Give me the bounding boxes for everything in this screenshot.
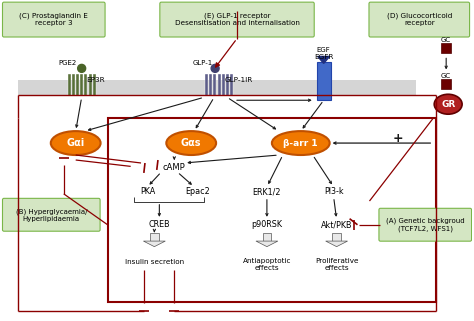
Bar <box>108 118 436 302</box>
Text: EP3R: EP3R <box>86 77 105 83</box>
Text: (C) Prostaglandin E
receptor 3: (C) Prostaglandin E receptor 3 <box>19 13 88 26</box>
Bar <box>68 74 71 96</box>
Bar <box>205 74 208 96</box>
Bar <box>213 74 217 96</box>
Bar <box>317 62 331 100</box>
Bar <box>332 233 341 241</box>
Text: GLP-1IR: GLP-1IR <box>225 77 253 83</box>
Text: Proliferative
effects: Proliferative effects <box>315 258 358 271</box>
Text: (B) Hyperglycaemia/
Hyperlipidaemia: (B) Hyperglycaemia/ Hyperlipidaemia <box>16 208 87 221</box>
Text: +: + <box>393 132 404 144</box>
Bar <box>441 43 451 53</box>
FancyBboxPatch shape <box>160 2 314 37</box>
Text: p90RSK: p90RSK <box>251 220 283 229</box>
Bar <box>93 74 96 96</box>
Polygon shape <box>256 241 278 247</box>
FancyBboxPatch shape <box>2 198 100 231</box>
Text: (D) Glucocorticoid
receptor: (D) Glucocorticoid receptor <box>387 13 452 26</box>
Bar <box>441 79 451 89</box>
Polygon shape <box>326 241 347 247</box>
Text: GC: GC <box>441 73 451 79</box>
Bar <box>150 233 159 241</box>
Text: PGE2: PGE2 <box>59 60 77 66</box>
Bar <box>72 74 75 96</box>
Ellipse shape <box>272 131 329 155</box>
Text: Akt/PKB: Akt/PKB <box>321 220 352 229</box>
Text: (A) Genetic backgroud
(TCF7L2, WFS1): (A) Genetic backgroud (TCF7L2, WFS1) <box>386 218 465 232</box>
Text: GLP-1: GLP-1 <box>193 60 213 66</box>
Text: Antiapoptotic
effects: Antiapoptotic effects <box>243 258 291 271</box>
Polygon shape <box>144 241 165 247</box>
Polygon shape <box>318 56 329 64</box>
FancyBboxPatch shape <box>379 208 472 241</box>
Bar <box>80 74 83 96</box>
Text: EGF: EGF <box>317 48 330 54</box>
Bar <box>263 233 271 241</box>
Text: β-arr 1: β-arr 1 <box>283 139 318 148</box>
Bar <box>84 74 87 96</box>
Circle shape <box>78 65 86 72</box>
Text: PI3-k: PI3-k <box>324 187 344 196</box>
Ellipse shape <box>166 131 216 155</box>
FancyBboxPatch shape <box>2 2 105 37</box>
Bar <box>222 74 225 96</box>
Text: Epac2: Epac2 <box>185 187 210 196</box>
Text: Insulin secretion: Insulin secretion <box>125 259 184 265</box>
Ellipse shape <box>51 131 100 155</box>
Text: (E) GLP-1 receptor
Desensitisation and internalisation: (E) GLP-1 receptor Desensitisation and i… <box>174 13 300 26</box>
Text: Gαs: Gαs <box>181 138 201 148</box>
Bar <box>209 74 212 96</box>
Text: CREB: CREB <box>148 220 170 229</box>
Circle shape <box>211 65 219 72</box>
FancyBboxPatch shape <box>369 2 470 37</box>
Bar <box>218 74 220 96</box>
Text: cAMP: cAMP <box>163 163 186 172</box>
Text: ERK1/2: ERK1/2 <box>253 187 281 196</box>
Bar <box>18 80 416 96</box>
Text: GR: GR <box>441 100 456 109</box>
Bar <box>230 74 233 96</box>
Text: PKA: PKA <box>140 187 155 196</box>
Bar <box>226 74 229 96</box>
Text: Gαi: Gαi <box>66 138 85 148</box>
Text: EGFR: EGFR <box>314 55 333 60</box>
Text: GC: GC <box>441 38 451 43</box>
Bar <box>76 74 79 96</box>
Ellipse shape <box>434 94 462 114</box>
Bar <box>89 74 91 96</box>
